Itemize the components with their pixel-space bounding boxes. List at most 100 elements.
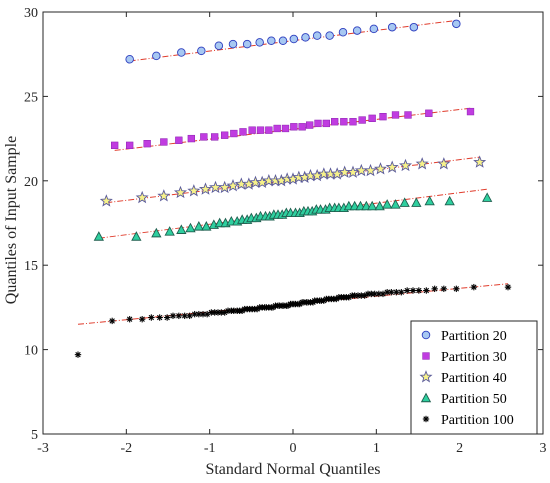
data-point: [290, 123, 298, 131]
data-point: [338, 28, 348, 37]
data-point: [390, 199, 401, 209]
asterisk-stroke: [191, 311, 198, 317]
asterisk-stroke: [148, 314, 155, 321]
data-point: [125, 55, 134, 64]
data-point: [169, 312, 177, 320]
data-point: [325, 31, 334, 40]
data-point: [346, 165, 360, 178]
y-tick-label: 25: [24, 90, 38, 105]
asterisk-stroke: [75, 351, 81, 358]
data-point: [74, 351, 82, 358]
data-point: [379, 113, 387, 121]
data-point: [385, 160, 399, 173]
data-point: [340, 118, 348, 126]
data-point: [135, 190, 149, 204]
data-point: [409, 287, 417, 294]
asterisk-stroke: [410, 287, 416, 294]
data-point: [415, 157, 429, 170]
y-tick-label: 30: [24, 6, 38, 21]
asterisk-stroke: [423, 416, 429, 422]
asterisk-stroke: [139, 316, 145, 322]
data-point: [399, 197, 410, 207]
x-axis-label: Standard Normal Quantiles: [205, 461, 380, 478]
asterisk-stroke: [200, 311, 206, 317]
series-3: [93, 188, 493, 241]
data-point: [186, 312, 193, 320]
data-point: [387, 22, 397, 32]
data-point: [425, 109, 433, 117]
data-point: [398, 158, 413, 172]
asterisk-stroke: [423, 287, 430, 294]
legend-item: Partition 100: [422, 413, 514, 428]
data-point: [440, 285, 448, 293]
legend-marker: [419, 370, 433, 383]
data-point: [242, 39, 252, 49]
legend-box: [410, 320, 538, 435]
data-point: [131, 231, 142, 241]
data-point: [368, 114, 376, 122]
legend-marker: [422, 415, 430, 423]
data-point: [218, 180, 232, 194]
data-point: [369, 24, 379, 34]
data-point: [278, 36, 288, 45]
data-point: [444, 195, 455, 206]
data-point: [152, 51, 161, 61]
series-2: [99, 155, 487, 207]
data-point: [201, 221, 212, 231]
data-point: [239, 128, 247, 136]
y-tick-label: 5: [31, 428, 38, 443]
data-point: [187, 184, 201, 197]
axes: -3 -2 -1 0 1 2 3 5 10 15 20 25 30: [24, 6, 547, 456]
legend-marker: [421, 330, 431, 340]
asterisk-stroke: [453, 286, 460, 292]
asterisk-stroke: [441, 286, 447, 292]
asterisk-stroke: [371, 291, 378, 297]
data-point: [404, 111, 412, 119]
data-point: [163, 314, 171, 321]
data-point: [160, 138, 168, 146]
legend-item: Partition 20: [421, 329, 507, 344]
asterisk-stroke: [376, 291, 382, 297]
data-point: [126, 316, 133, 323]
y-tick-label: 15: [24, 259, 38, 274]
data-point: [504, 283, 512, 291]
x-tick-label: -3: [37, 441, 49, 456]
data-point: [226, 179, 240, 192]
data-point: [187, 134, 195, 143]
asterisk-stroke: [416, 287, 422, 294]
data-point: [175, 136, 183, 144]
asterisk-stroke: [156, 314, 163, 321]
data-point: [151, 227, 162, 238]
data-point: [199, 310, 207, 318]
x-tick-label: -2: [120, 441, 132, 456]
asterisk-stroke: [471, 284, 477, 290]
data-point: [156, 314, 163, 321]
data-point: [374, 200, 385, 211]
series-4: [74, 283, 512, 358]
asterisk-stroke: [505, 284, 511, 290]
data-point: [221, 131, 229, 139]
data-point: [382, 199, 393, 209]
data-point: [267, 36, 276, 45]
legend-label: Partition 100: [441, 413, 514, 428]
x-tick-label: 0: [290, 441, 297, 456]
data-point: [424, 195, 435, 206]
data-point: [273, 124, 281, 133]
data-point: [281, 124, 290, 133]
data-point: [403, 287, 411, 294]
x-tick-label: -1: [204, 441, 216, 456]
data-point: [193, 221, 204, 231]
data-point: [211, 133, 219, 141]
data-point: [255, 38, 264, 47]
data-point: [301, 33, 310, 42]
data-point: [138, 316, 146, 323]
data-point: [398, 289, 405, 296]
data-point: [312, 31, 322, 40]
asterisk-stroke: [388, 289, 395, 295]
legend-item: Partition 50: [420, 392, 507, 407]
data-point: [306, 121, 314, 129]
data-point: [126, 141, 134, 150]
data-point: [93, 231, 104, 241]
data-point: [470, 283, 478, 291]
